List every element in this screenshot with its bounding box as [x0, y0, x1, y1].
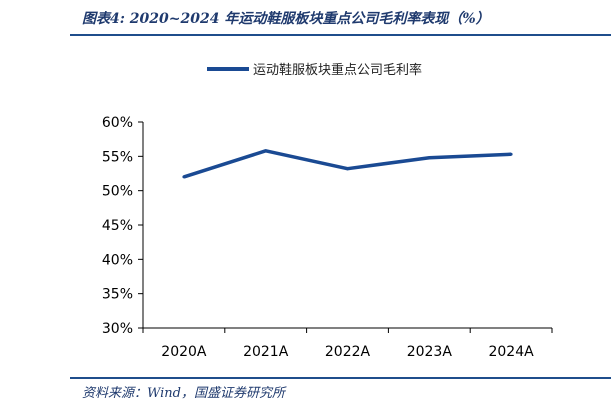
- x-tick-label: 2022A: [325, 344, 371, 360]
- y-tick-label: 60%: [102, 115, 133, 131]
- title-divider: [70, 34, 611, 36]
- x-tick-label: 2020A: [161, 344, 207, 360]
- series-line: [183, 149, 512, 179]
- y-tick-label: 35%: [102, 287, 133, 303]
- data-point: [182, 175, 186, 179]
- y-axis-ticks: 30% 35% 40% 45% 50% 55% 60%: [102, 115, 143, 337]
- data-point: [427, 156, 431, 160]
- x-tick-label: 2021A: [243, 344, 289, 360]
- source-note: 资料来源：Wind，国盛证券研究所: [82, 386, 285, 401]
- legend: 运动鞋服板块重点公司毛利率: [207, 62, 422, 78]
- x-tick-label: 2024A: [488, 344, 534, 360]
- figure-title: 图表4: 2020~2024 年运动鞋服板块重点公司毛利率表现（%）: [82, 11, 490, 27]
- legend-label: 运动鞋服板块重点公司毛利率: [253, 62, 422, 78]
- data-point: [346, 167, 349, 171]
- y-tick-label: 30%: [102, 321, 133, 337]
- data-points: [182, 149, 513, 179]
- data-point: [509, 152, 513, 156]
- x-tick-label: 2023A: [407, 344, 453, 360]
- data-point: [264, 149, 268, 153]
- x-axis-ticks: 2020A 2021A 2022A 2023A 2024A: [142, 328, 553, 360]
- y-tick-label: 45%: [102, 218, 133, 234]
- y-tick-label: 50%: [102, 184, 133, 200]
- y-tick-label: 40%: [102, 252, 133, 268]
- y-tick-label: 55%: [102, 149, 133, 165]
- source-divider: [70, 377, 611, 379]
